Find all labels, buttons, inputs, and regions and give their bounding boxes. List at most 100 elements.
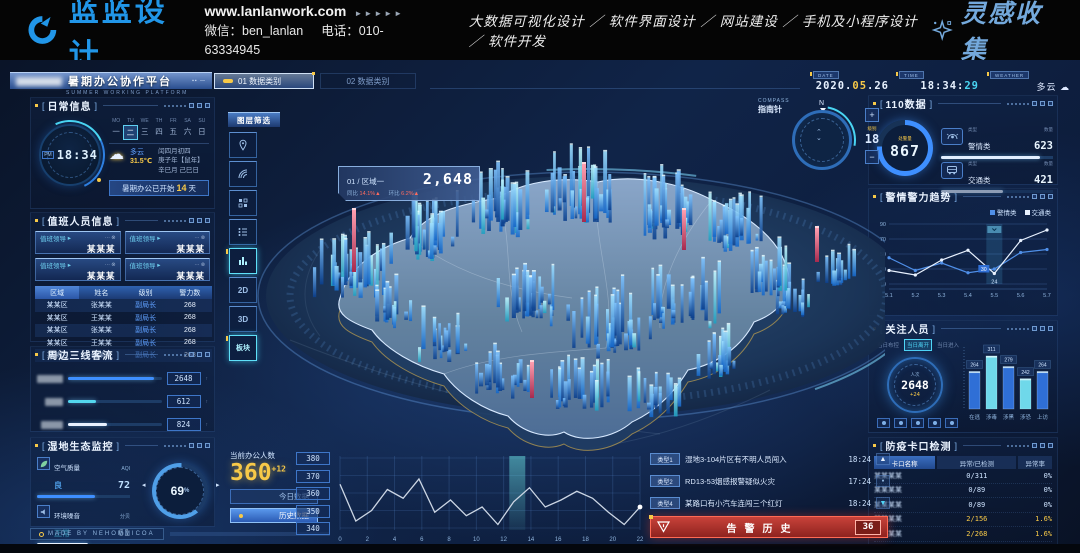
column-header[interactable]: 级别 [123,286,168,299]
duty-leader-card[interactable]: 值班领导 ▸ ··· ⊗ 某某某 [35,231,121,254]
table-row[interactable]: 某某区 王某某 副局长 268 [46,314,196,322]
table-row[interactable]: 某某某某 2/156 1.6% [874,513,1052,527]
panel-daily-info: [日常信息] PM 18:34 MO TU WE TH FR SA SU 一二三四五六日 ☁… [30,97,215,209]
window-button[interactable] [1032,443,1037,448]
office-line-chart[interactable]: 0 2 4 6 8 10 12 14 16 18 20 22 [334,452,646,546]
category-icon[interactable] [911,418,924,428]
table-row[interactable]: 某某某某 0/89 0% [874,484,1052,498]
duty-leader-card[interactable]: 值班领导 ▸ ··· ⊗ 某某某 [35,258,121,281]
window-button[interactable] [197,103,202,108]
column-header[interactable]: 异常率 [1018,456,1052,469]
checkpoint-header: 卡口名称 异常/已检测 异常率 [874,456,1052,469]
layer-barchart-button[interactable] [226,248,257,274]
column-header[interactable]: 警力数 [167,286,212,299]
tab-daily-enter[interactable]: 当日进入 [937,343,960,349]
tab-data-category-2[interactable]: 02 数据类别 [320,73,416,89]
window-button[interactable] [1048,326,1053,331]
layer-2d-button[interactable]: 2D [229,277,257,303]
website-link[interactable]: www.lanlanwork.com [204,2,347,19]
alert-item[interactable]: 类型1 湿地3-104片区有不明人员闯入 18:24 ▲ [650,450,890,468]
focus-bar-chart[interactable]: 264 在逃 311 涉毒 279 涉黑 242 涉恐 264 上访 [959,341,1055,429]
svg-text:8: 8 [447,537,451,543]
layer-list-button[interactable] [229,219,257,245]
window-button[interactable] [1032,101,1037,106]
window-button[interactable] [1040,443,1045,448]
window-button[interactable] [1048,443,1053,448]
alert-item[interactable]: 类型2 RD13-53烟感报警疑似火灾 17:24 ● [650,472,890,490]
window-button[interactable] [1040,101,1045,106]
redacted-logo [16,76,62,86]
window-button[interactable] [197,218,202,223]
svg-text:在逃: 在逃 [969,413,981,421]
alert-history-banner[interactable]: 告警历史 36 [649,515,888,538]
layer-pin-button[interactable] [229,132,257,158]
window-button[interactable] [1032,326,1037,331]
table-row[interactable]: 某某区 王某某 副局长 268 [46,339,196,347]
zoom-in-button[interactable]: + [865,108,879,122]
inspiration-collect[interactable]: 灵感收集 [931,0,1055,66]
redacted-label [37,374,63,383]
block-label: 板块 [236,345,250,352]
window-button[interactable] [1032,194,1037,199]
layer-block-button[interactable]: 板块 [226,335,257,361]
layer-heatmap-button[interactable] [229,190,257,216]
window-button[interactable] [197,443,202,448]
category-icon[interactable] [894,418,907,428]
trend-line-chart[interactable]: 907050301024305.15.25.35.45.55.65.7 [873,219,1055,311]
tab-daily-control[interactable]: 当日布控 [877,343,900,349]
layer-3d-button[interactable]: 3D [229,306,257,332]
tab-data-category-1[interactable]: 01 数据类别 [214,72,315,89]
column-header[interactable]: 卡口名称 [874,456,936,469]
map-3d-scene[interactable] [230,90,885,462]
window-button[interactable] [205,218,210,223]
bar-fill [68,377,155,380]
svg-text:6: 6 [420,537,424,543]
category-icon[interactable] [877,418,890,428]
zoom-out-button[interactable]: − [865,150,879,164]
panel-focus-persons: [关注人员] 当日布控 当日离开 当日进入 人次 2648 +24 264在逃3… [868,320,1058,433]
table-row[interactable]: 某某某某 2/268 1.6% [874,527,1052,542]
window-button[interactable] [189,218,194,223]
window-button[interactable] [205,443,210,448]
window-button[interactable] [205,352,210,357]
dot-icon[interactable]: ● [876,475,890,487]
window-button[interactable] [1048,194,1053,199]
window-button[interactable] [1048,101,1053,106]
svg-text:242: 242 [1021,370,1030,376]
column-header[interactable]: 姓名 [79,286,124,299]
analog-clock: PM 18:34 [39,124,101,186]
table-row[interactable]: 某某某某 0/89 0% [874,498,1052,513]
window-button[interactable] [197,352,202,357]
tab2-label: 02 数据类别 [346,76,390,86]
window-button[interactable] [1040,326,1045,331]
window-button[interactable] [189,103,194,108]
compass-dial[interactable] [792,110,852,170]
duty-leader-card[interactable]: 值班领导 ▸ ··· ⊗ 某某某 [124,231,210,254]
window-button[interactable] [189,443,194,448]
svg-text:5.7: 5.7 [1043,293,1051,299]
window-button[interactable] [1040,194,1045,199]
column-header[interactable]: 异常/已检测 [937,456,1017,469]
alert-text: 某路口有小汽车连闯三个红灯 [685,498,783,508]
warning-triangle-icon [657,521,670,533]
panel-title: 周边三线客流 [47,351,114,362]
svg-text:12: 12 [500,537,507,543]
category-icon[interactable] [945,418,958,428]
arrow-down-icon[interactable]: ▼ [876,497,890,509]
column-header[interactable]: 区域 [35,286,80,299]
duty-leader-card[interactable]: 值班领导 ▸ ··· ⊗ 某某某 [124,258,210,281]
window-button[interactable] [205,103,210,108]
svg-text:90: 90 [880,222,886,228]
layer-radar-button[interactable] [229,161,257,187]
table-row[interactable]: 某某某某 0/311 0% [874,469,1052,484]
arrow-up-icon[interactable]: ▲ [876,453,890,465]
tab-daily-leave[interactable]: 当日离开 [904,339,933,351]
weather-value: 多云 ☁ [1036,82,1070,92]
alert-item[interactable]: 类型4 某路口有小汽车连闯三个红灯 18:24 ▼ [650,494,890,512]
category-icon[interactable] [928,418,941,428]
window-button[interactable] [189,352,194,357]
time-tag: TIME [896,71,924,79]
